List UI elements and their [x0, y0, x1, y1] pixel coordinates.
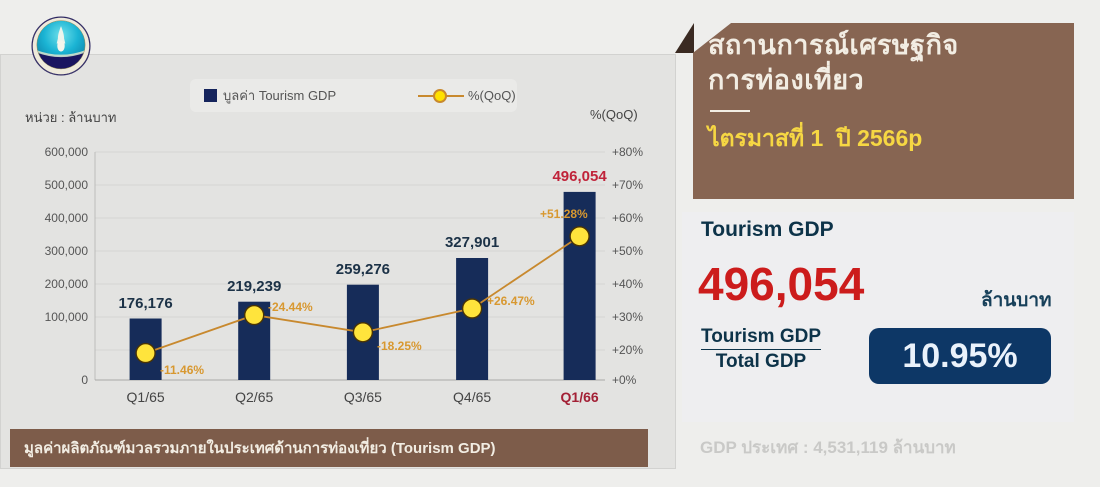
svg-text:300,000: 300,000 — [45, 244, 89, 258]
svg-text:600,000: 600,000 — [45, 145, 89, 159]
svg-text:+0%: +0% — [612, 373, 637, 387]
svg-text:+20%: +20% — [612, 343, 643, 357]
svg-text:500,000: 500,000 — [45, 178, 89, 192]
svg-text:Q4/65: Q4/65 — [453, 389, 491, 405]
svg-text:200,000: 200,000 — [45, 277, 89, 291]
svg-text:Q2/65: Q2/65 — [235, 389, 273, 405]
svg-text:-24.44%: -24.44% — [268, 300, 313, 314]
svg-text:219,239: 219,239 — [227, 278, 281, 295]
svg-text:+80%: +80% — [612, 145, 643, 159]
svg-text:100,000: 100,000 — [45, 310, 89, 324]
svg-text:+26.47%: +26.47% — [487, 294, 535, 308]
svg-text:496,054: 496,054 — [552, 168, 607, 185]
svg-text:+40%: +40% — [612, 277, 643, 291]
svg-text:Q1/65: Q1/65 — [127, 389, 165, 405]
svg-text:327,901: 327,901 — [445, 234, 499, 251]
svg-text:-11.46%: -11.46% — [160, 363, 204, 377]
svg-text:+70%: +70% — [612, 178, 643, 192]
svg-text:400,000: 400,000 — [45, 211, 89, 225]
svg-text:Q3/65: Q3/65 — [344, 389, 382, 405]
svg-text:Q1/66: Q1/66 — [561, 389, 599, 405]
svg-text:+30%: +30% — [612, 310, 643, 324]
svg-text:259,276: 259,276 — [336, 261, 390, 278]
svg-text:-18.25%: -18.25% — [377, 339, 422, 353]
svg-text:0: 0 — [81, 373, 88, 387]
svg-text:+50%: +50% — [612, 244, 643, 258]
svg-text:176,176: 176,176 — [118, 295, 172, 312]
svg-text:+60%: +60% — [612, 211, 643, 225]
svg-text:+51.28%: +51.28% — [540, 207, 588, 221]
